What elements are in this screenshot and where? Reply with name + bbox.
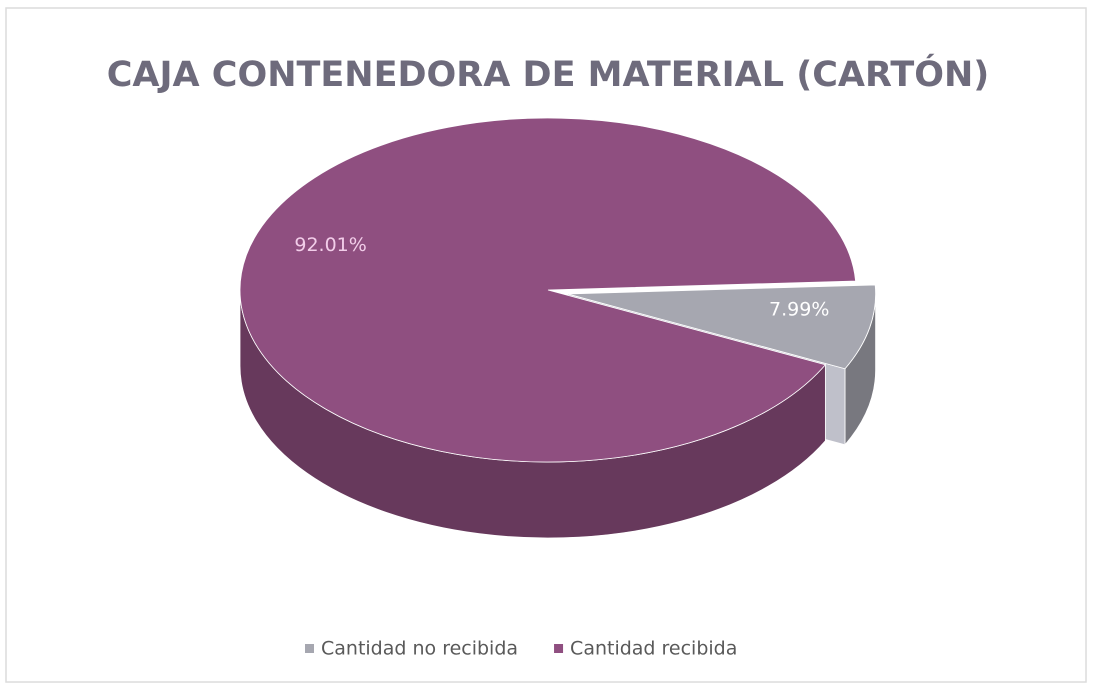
slice [239, 117, 857, 463]
data-label: 7.99% [769, 298, 829, 320]
slice [567, 284, 876, 370]
legend-swatch [554, 644, 564, 653]
chart-title: CAJA CONTENEDORA DE MATERIAL (CARTÓN) [107, 53, 990, 95]
data-label: 92.01% [294, 234, 366, 256]
legend-label: Cantidad recibida [570, 638, 737, 660]
legend-swatch [305, 644, 314, 653]
legend-label: Cantidad no recibida [321, 638, 518, 660]
